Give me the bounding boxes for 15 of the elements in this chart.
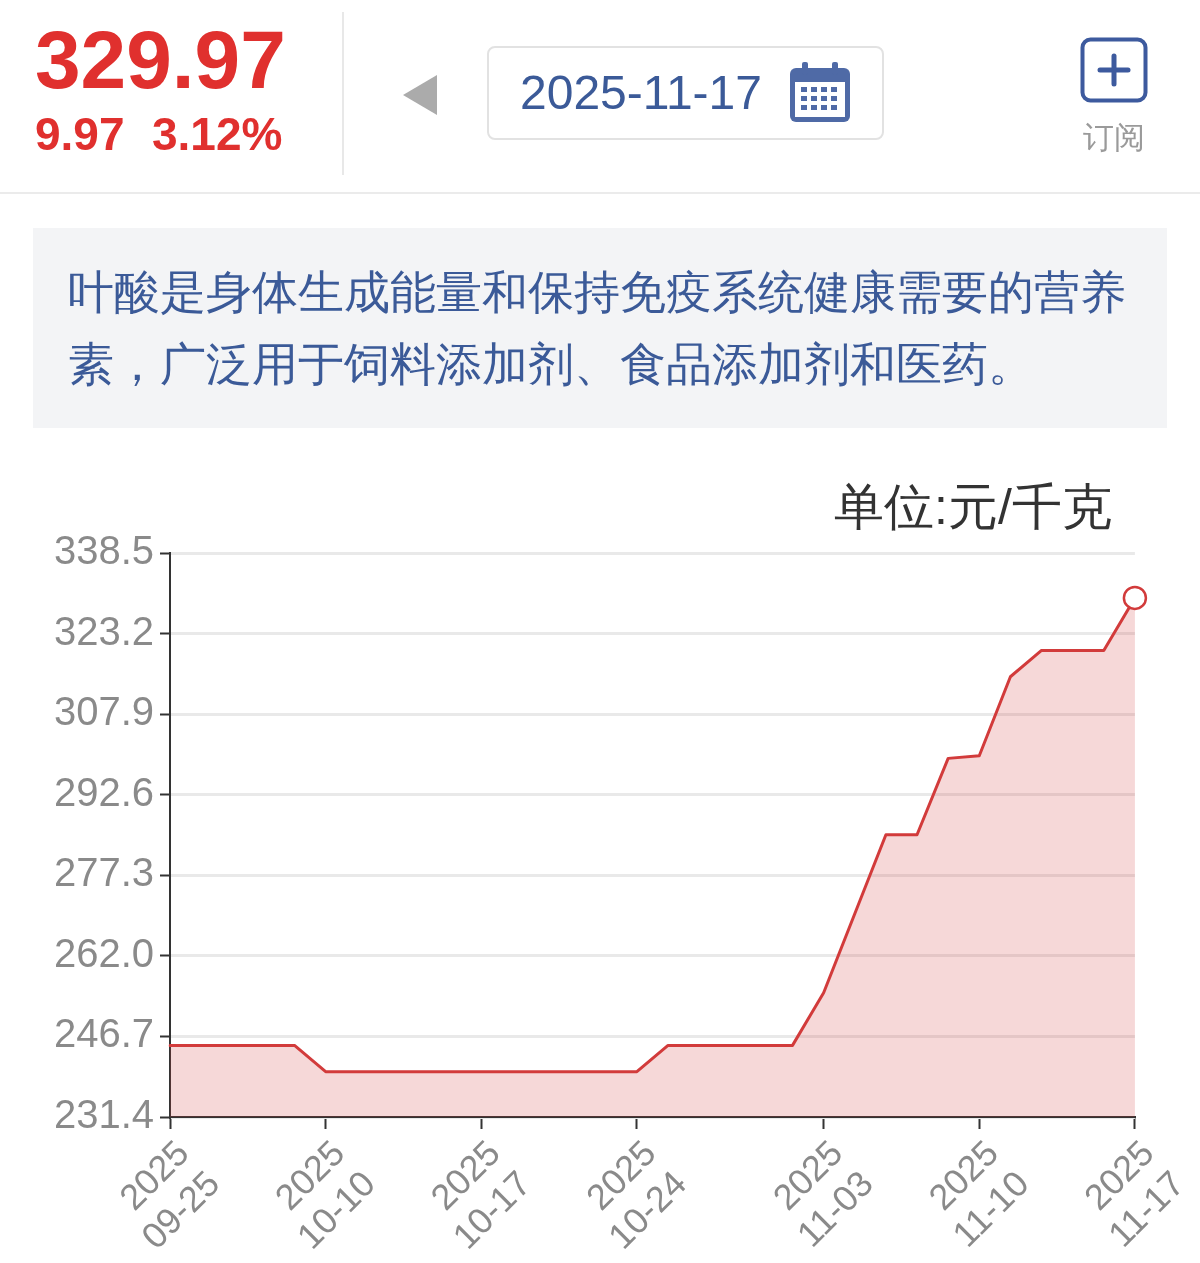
- text: 订阅: [1082, 119, 1146, 157]
- y-tick-label: 231.4: [53, 1092, 154, 1137]
- text: 叶酸是身体生成能量和保持免疫系统健康需要的营养素，广泛用于饲料添加剂、食品添加剂和医药。: [68, 265, 1127, 392]
- y-tick-label: 262.0: [53, 930, 154, 975]
- y-tick-label: 292.6: [53, 769, 154, 814]
- text: 3.12%: [152, 108, 283, 160]
- y-tick-label: 277.3: [53, 850, 154, 895]
- y-tick-label: 323.2: [53, 608, 154, 653]
- y-tick-label: 246.7: [53, 1011, 154, 1056]
- text: 329.97: [35, 14, 286, 105]
- date-field: 2025-11-17: [487, 46, 884, 140]
- y-tick-label: 338.5: [53, 528, 154, 573]
- y-tick-label: 307.9: [53, 689, 154, 734]
- y-axis-title: 单位:元/千克: [834, 479, 1112, 535]
- text: 9.97: [35, 108, 125, 160]
